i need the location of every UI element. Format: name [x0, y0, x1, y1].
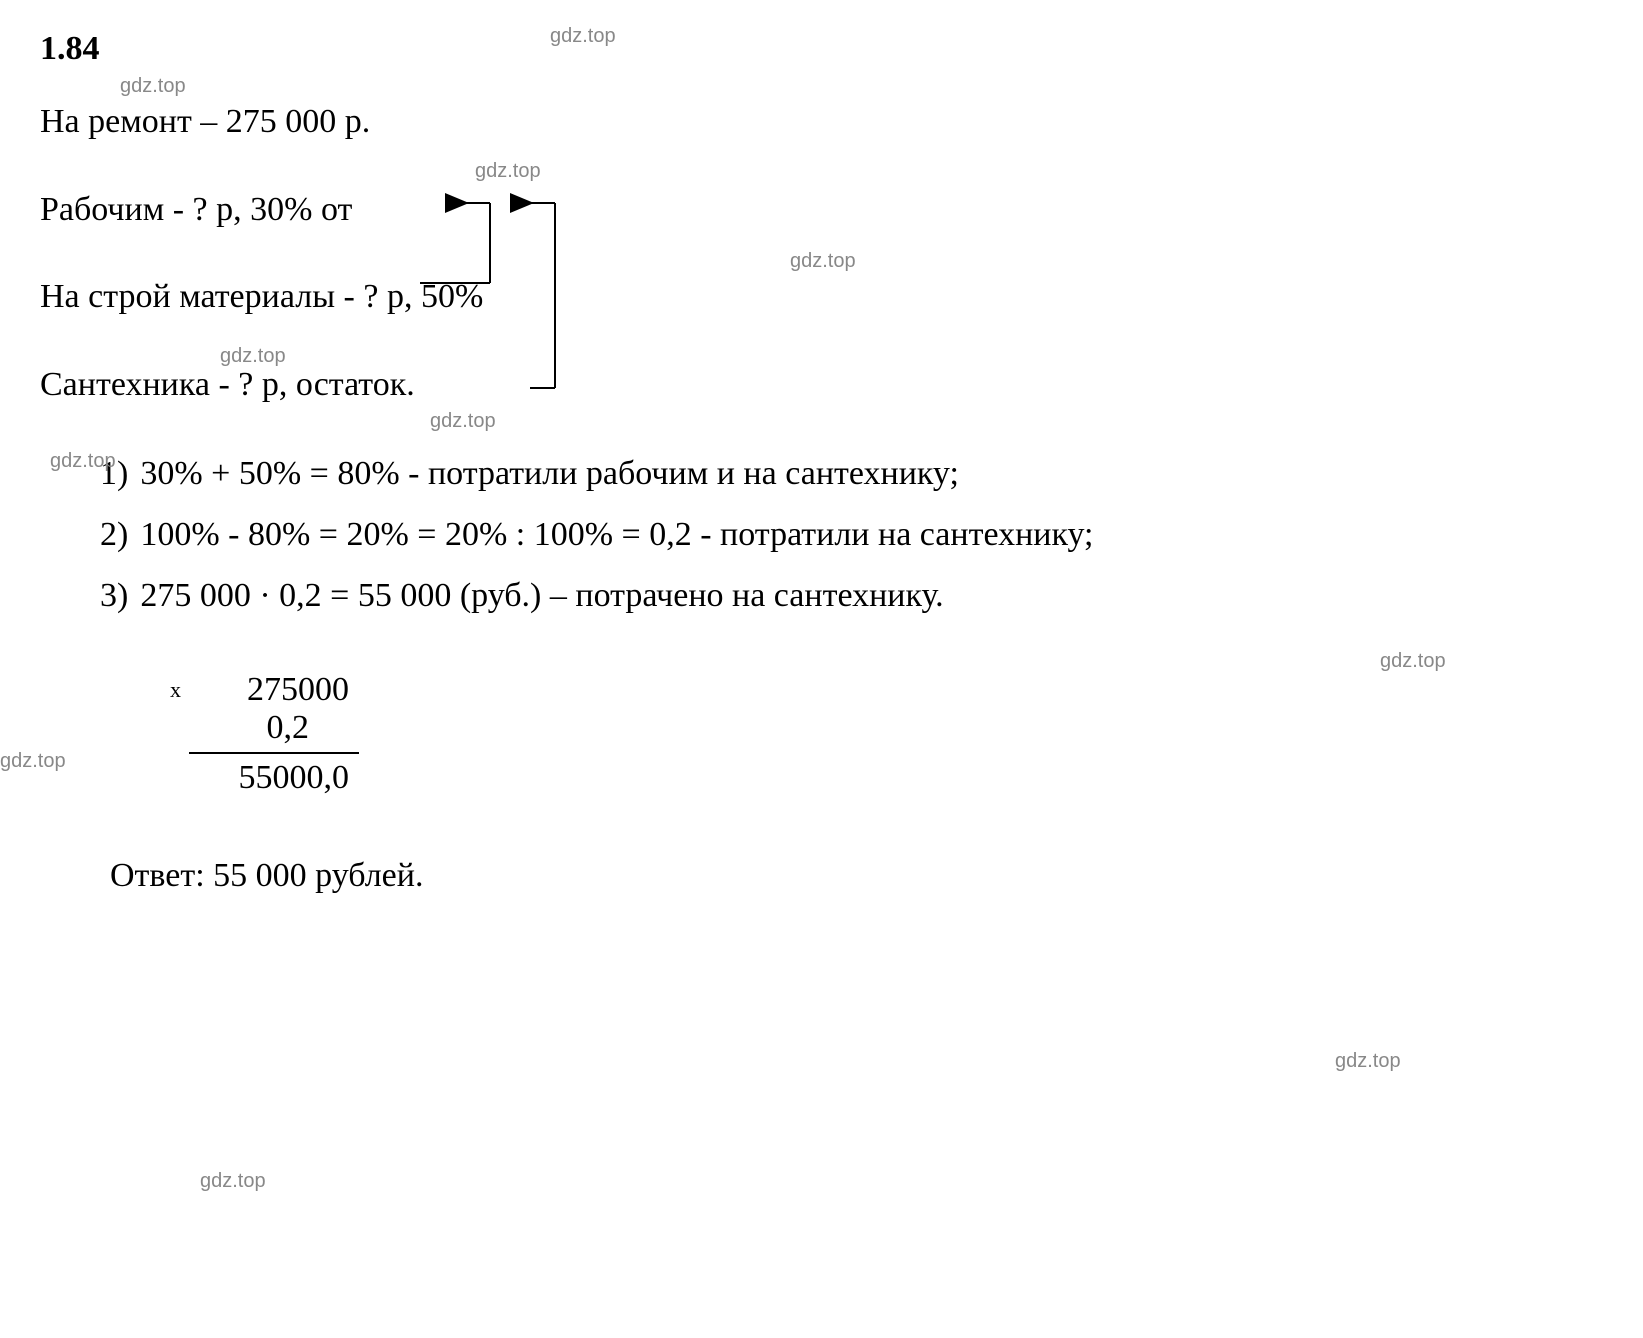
problem-number: 1.84 [40, 30, 1603, 68]
solution-text: 275 000 · 0,2 = 55 000 (руб.) – потрачен… [140, 570, 1603, 621]
mult-operand2: 0,2 [189, 709, 359, 747]
given-line-2: Рабочим - ? р, 30% от [40, 186, 1603, 234]
solution-text: 100% - 80% = 20% = 20% : 100% = 0,2 - по… [140, 509, 1603, 560]
watermark: gdz.top [1380, 650, 1446, 673]
mult-underline [189, 752, 359, 754]
watermark: gdz.top [50, 450, 116, 473]
watermark: gdz.top [550, 25, 616, 48]
answer: Ответ: 55 000 рублей. [110, 857, 1603, 895]
solution-num: 3) [100, 570, 128, 621]
given-line-4: Сантехника - ? р, остаток. [40, 361, 1603, 409]
watermark: gdz.top [200, 1170, 266, 1193]
multiply-sign: x [170, 677, 181, 703]
watermark: gdz.top [1335, 1050, 1401, 1073]
watermark: gdz.top [0, 750, 66, 773]
watermark: gdz.top [120, 75, 186, 98]
given-line-3: На строй материалы - ? р, 50% [40, 273, 1603, 321]
solution-item-1: 1) 30% + 50% = 80% - потратили рабочим и… [100, 448, 1603, 499]
long-multiplication: x 275000 0,2 55000,0 [170, 671, 359, 797]
mult-result: 55000,0 [189, 759, 359, 797]
given-section: На ремонт – 275 000 р. Рабочим - ? р, 30… [40, 98, 1603, 408]
arrow-diagram [410, 188, 710, 448]
solution-item-2: 2) 100% - 80% = 20% = 20% : 100% = 0,2 -… [100, 509, 1603, 560]
solution-num: 2) [100, 509, 128, 560]
solution-list: 1) 30% + 50% = 80% - потратили рабочим и… [100, 448, 1603, 621]
given-line-1: На ремонт – 275 000 р. [40, 98, 1603, 146]
solution-text: 30% + 50% = 80% - потратили рабочим и на… [140, 448, 1603, 499]
solution-item-3: 3) 275 000 · 0,2 = 55 000 (руб.) – потра… [100, 570, 1603, 621]
mult-operand1: 275000 [189, 671, 359, 709]
